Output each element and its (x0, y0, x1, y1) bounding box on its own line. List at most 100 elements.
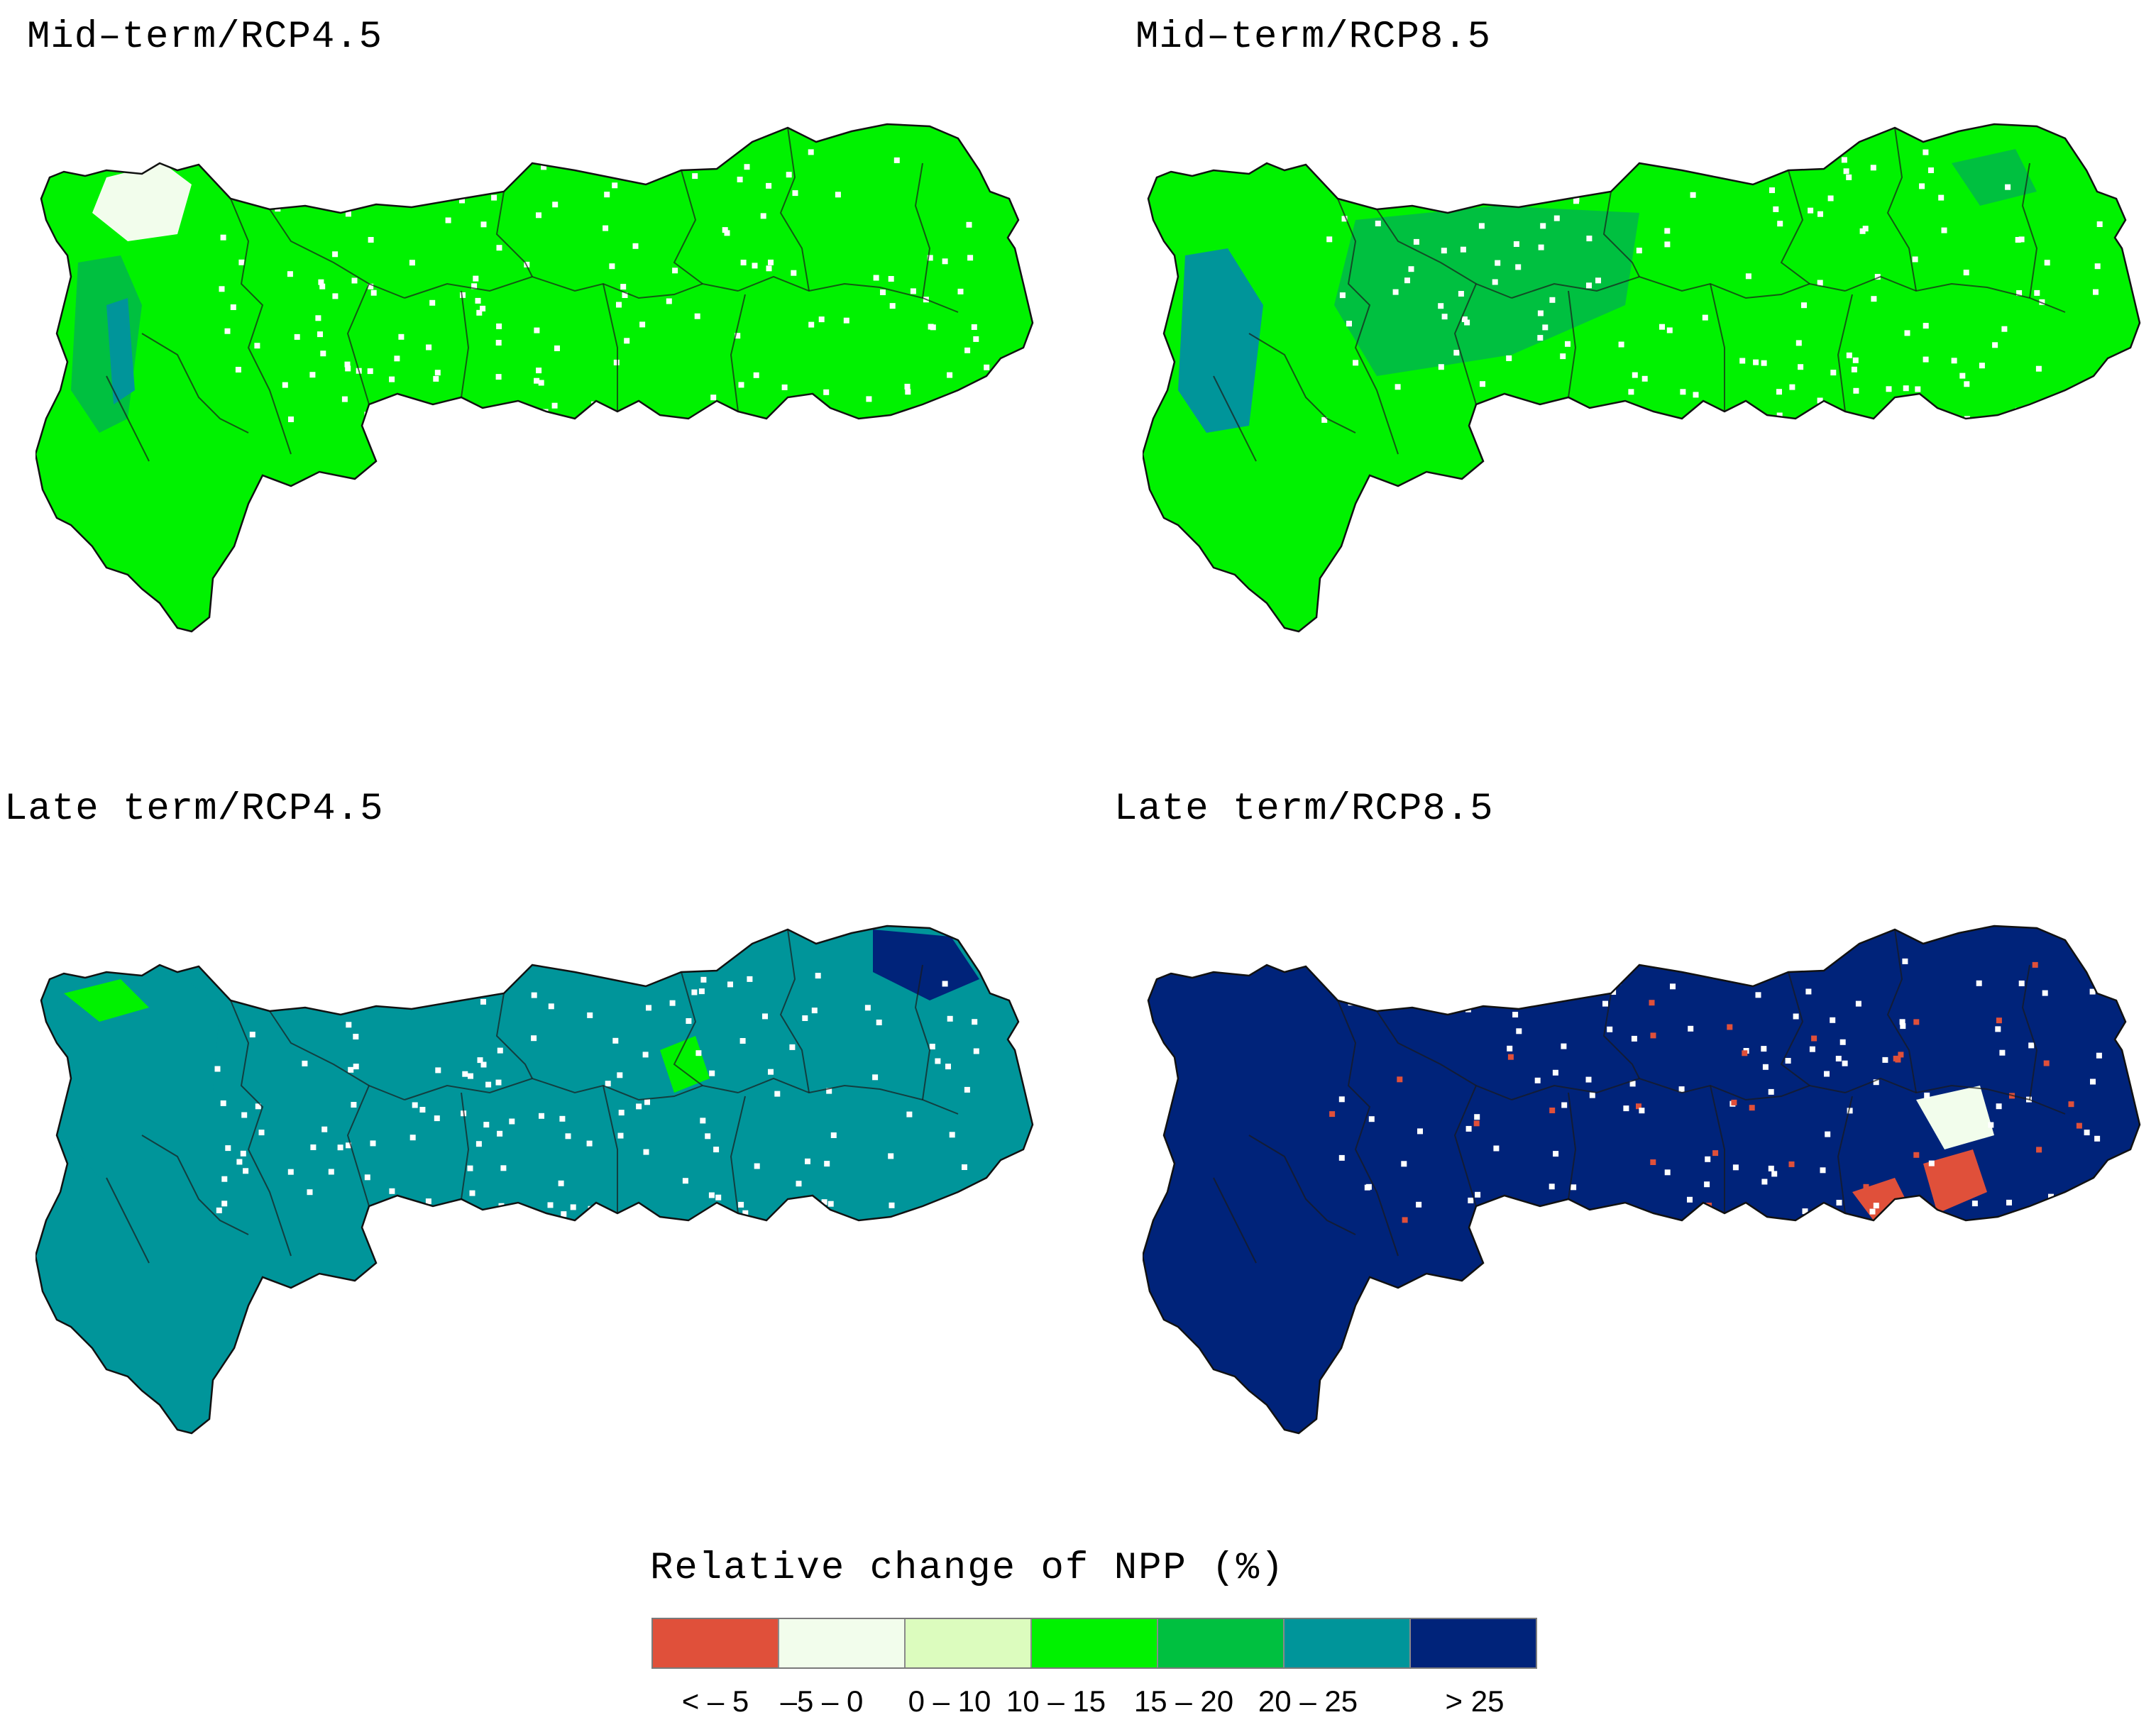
speckle-pixel (805, 1158, 810, 1164)
speckle-pixel (1495, 260, 1501, 266)
speckle-pixel (1913, 1152, 1920, 1158)
speckle-pixel (1755, 992, 1761, 998)
speckle-pixel (1441, 248, 1447, 254)
speckle-pixel (1680, 389, 1686, 395)
region-base (1143, 926, 2140, 1433)
speckle-pixel (1870, 165, 1876, 171)
province-boundary (1248, 333, 1356, 434)
speckle-pixel (705, 1133, 711, 1140)
speckle-pixel (1761, 1179, 1768, 1185)
province-boundary (603, 283, 618, 412)
speckle-pixel (475, 1141, 482, 1147)
speckle-pixel (972, 1019, 978, 1025)
speckle-pixel (1641, 375, 1648, 382)
speckle-pixel (2001, 326, 2008, 332)
speckle-pixel (613, 359, 620, 365)
speckle-pixel (691, 989, 698, 995)
speckle-pixel (1489, 152, 1495, 158)
speckle-pixel (491, 194, 497, 201)
speckle-pixel (811, 1008, 818, 1014)
speckle-pixel (1453, 350, 1460, 356)
speckle-pixel (548, 1003, 554, 1010)
speckle-pixel (1560, 353, 1566, 360)
speckle-pixel (408, 183, 414, 189)
speckle-pixel (945, 1064, 951, 1070)
speckle-pixel (353, 1034, 359, 1039)
speckle-pixel (389, 376, 395, 382)
speckle-pixel (1321, 416, 1328, 423)
speckle-pixel (766, 182, 772, 189)
speckle-pixel (1468, 1197, 1474, 1203)
region-fill (35, 926, 1033, 1433)
speckle-pixel (497, 162, 504, 168)
speckle-pixel (737, 177, 743, 182)
region-outline (1143, 123, 2141, 633)
speckle-pixel (1996, 1017, 2002, 1024)
speckle-pixel (947, 372, 953, 378)
province-boundary (1837, 294, 1853, 412)
speckle-pixel (1331, 153, 1338, 159)
speckle-pixel (835, 192, 841, 198)
speckle-pixel (1761, 360, 1767, 366)
speckle-pixel (220, 1100, 226, 1106)
speckle-pixel (910, 288, 916, 294)
speckle-pixel (1820, 1167, 1826, 1174)
speckle-pixel (1659, 324, 1665, 330)
speckle-pixel (1549, 1183, 1555, 1190)
speckle-pixel (1506, 355, 1512, 361)
speckle-pixel (1524, 965, 1530, 971)
speckle-pixel (538, 412, 544, 418)
speckle-pixel (225, 1145, 231, 1152)
speckle-pixel (2048, 1193, 2054, 1200)
province-boundary (269, 209, 405, 299)
speckle-pixel (309, 956, 315, 963)
speckle-pixel (2016, 290, 2023, 296)
speckle-pixel (1338, 1096, 1345, 1103)
speckle-pixel (1408, 266, 1414, 272)
region-patch (1178, 248, 1263, 433)
speckle-pixel (1578, 171, 1585, 177)
speckle-pixel (951, 1213, 957, 1219)
speckle-pixel (1817, 397, 1823, 404)
speckle-pixel (495, 374, 502, 380)
speckle-pixel (722, 227, 728, 233)
speckle-pixel (1402, 183, 1408, 189)
speckle-pixel (1480, 381, 1485, 387)
speckle-pixel (558, 1180, 564, 1186)
speckle-pixel (433, 375, 439, 382)
speckle-pixel (1862, 226, 1869, 232)
speckle-pixel (1836, 1200, 1842, 1205)
speckle-pixel (1923, 149, 1929, 155)
speckle-pixel (1964, 381, 1970, 387)
speckle-pixel (1380, 965, 1386, 971)
speckle-pixel (434, 1115, 440, 1122)
speckle-pixel (843, 317, 849, 324)
speckle-pixel (1552, 1069, 1558, 1076)
province-boundary (1837, 1096, 1853, 1214)
speckle-pixel (1458, 291, 1464, 297)
region-patch (57, 972, 220, 1178)
speckle-pixel (565, 1133, 571, 1140)
speckle-pixel (1839, 1039, 1846, 1045)
speckle-pixel (1938, 194, 1945, 201)
speckle-pixel (570, 1204, 576, 1210)
speckle-pixel (666, 298, 672, 304)
legend-labels: < – 5 –5 – 0 0 – 10 10 – 15 15 – 20 20 –… (651, 1684, 1537, 1727)
legend-swatch-minus5-0 (779, 1619, 906, 1667)
legend-label-15-20: 15 – 20 (1133, 1684, 1234, 1718)
speckle-pixel (1585, 1076, 1592, 1083)
speckle-pixel (1753, 359, 1759, 365)
speckle-pixel (1903, 385, 1909, 392)
speckle-pixel (1928, 1160, 1935, 1166)
speckle-pixel (1402, 1217, 1408, 1223)
speckle-pixel (1441, 314, 1448, 320)
speckle-pixel (1924, 1092, 1930, 1098)
speckle-pixel (216, 1207, 222, 1213)
speckle-pixel (577, 153, 583, 160)
speckle-pixel (1705, 1156, 1711, 1162)
speckle-pixel (2089, 988, 2096, 995)
region-fill (35, 124, 1033, 631)
speckle-pixel (435, 1067, 441, 1074)
province-boundary (1780, 971, 1810, 1086)
province-boundary (730, 1096, 746, 1214)
